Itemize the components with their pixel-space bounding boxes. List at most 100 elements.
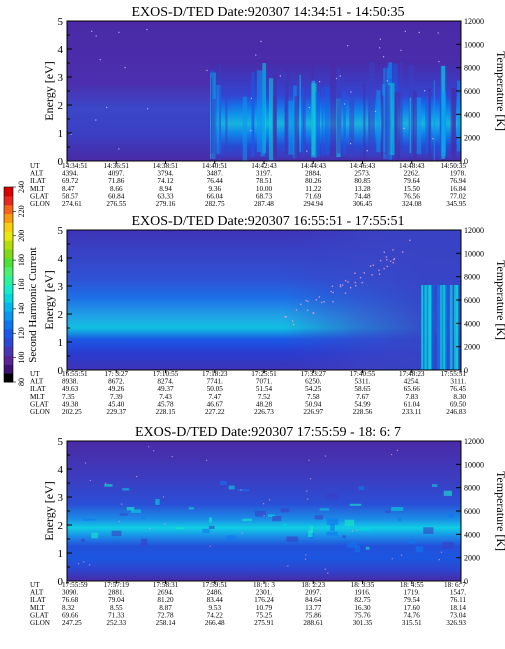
streak [415,97,422,155]
table-row-label: UT [30,162,40,170]
table-cell: 16.84 [450,185,467,193]
table-cell: 247.25 [62,619,82,627]
streak [409,97,412,153]
table-cell: 13.28 [354,185,371,193]
streak [440,66,442,158]
streak [211,77,213,161]
speckle [120,503,123,505]
blotch [272,516,282,522]
streak [450,87,456,156]
speckle [386,265,388,268]
speckle [339,285,342,288]
table-cell: 60.84 [108,192,125,200]
y-right-tick-label: 2000 [464,134,480,143]
speckle [438,558,440,561]
table-cell: 229.37 [106,408,126,416]
table-row-label: UT [30,370,40,378]
speckle [386,80,389,82]
blotch [202,528,210,534]
y-tick-label: 0 [58,156,64,168]
speckle [83,561,85,563]
colorbar-cell [4,266,13,277]
colorbar-cell [4,257,13,268]
speckle [147,108,149,110]
colorbar-cell [4,364,13,374]
y-tick-label: 1 [58,128,64,140]
table-cell: 7.39 [110,393,123,401]
table-cell: 14:44:43 [300,162,326,170]
panel-2-plot-area [66,229,462,371]
table-cell: 276.55 [106,200,126,208]
table-cell: 17:40:55 [350,370,376,378]
speckle [321,301,323,304]
table-cell: 69.66 [62,611,79,619]
table-cell: 14:48:43 [399,162,425,170]
panel-2-title: EXOS-D/TED Date:920307 16:55:51 - 17:55:… [132,214,405,229]
table-cell: 228.15 [156,408,176,416]
table-cell: 83.44 [207,596,224,604]
colorbar-cell [4,204,13,215]
blotch [423,527,434,534]
speckle [312,312,315,314]
table-cell: 72.78 [157,611,174,619]
speckle [347,281,349,283]
blotch [398,517,402,522]
speckle [437,32,439,34]
y-tick-label: 0 [58,576,64,588]
blotch [81,485,86,488]
streak [446,285,450,370]
table-cell: 7.47 [208,393,221,401]
blotch [283,523,287,528]
table-cell: 7.58 [307,393,320,401]
table-cell: 17:58:31 [153,581,179,589]
panel-3-title: EXOS-D/TED Date:920307 17:55:59 - 18: 6:… [135,425,401,440]
speckle [396,449,399,452]
table-cell: 1978. [450,170,466,178]
speckle [393,258,395,261]
table-cell: 17:59:51 [202,581,228,589]
table-cell: 14:38:51 [153,162,179,170]
table-cell: 16.30 [354,604,371,612]
blotch [326,518,339,525]
table-cell: 1547. [450,589,466,597]
table-cell: 48.28 [256,400,273,408]
table-cell: 69.50 [450,400,467,408]
panel-1-orbit-table: UTALTILATMLTGLATGLON14:34:514394.69.728.… [30,161,466,208]
speckle [356,529,358,531]
blotch [448,513,455,518]
y-right-tick-label: 0 [464,577,468,586]
table-cell: 306.45 [353,200,373,208]
streak [225,93,228,152]
table-cell: 45.78 [157,400,174,408]
speckle [432,138,434,140]
blotch [119,513,128,516]
table-cell: 288.61 [303,619,323,627]
table-cell: 176.24 [254,596,274,604]
speckle [171,455,173,458]
table-cell: 71.33 [108,611,125,619]
table-cell: 17:33:27 [300,370,326,378]
speckle [400,554,403,556]
panel-1: EXOS-D/TED Date:920307 14:34:51 - 14:50:… [30,5,505,208]
table-row-label: GLAT [30,192,49,200]
streak [428,88,431,157]
table-cell: 79.64 [404,177,421,185]
table-cell: 16:55:51 [62,370,88,378]
speckle [148,446,150,448]
blotch [432,484,438,487]
streak [436,285,439,370]
streak [422,285,425,370]
speckle [318,296,321,298]
table-cell: 246.83 [446,408,466,416]
table-cell: 18: 2:23 [301,581,325,589]
blotch [219,480,227,485]
speckle [300,303,302,306]
blotch [91,532,98,539]
y-right-tick-label: 4000 [464,530,480,539]
speckle [307,498,309,500]
table-cell: 345.95 [446,200,466,208]
table-cell: 14:46:43 [350,162,376,170]
streak [444,285,447,370]
y-tick-label: 4 [58,464,64,476]
speckle [392,262,394,264]
